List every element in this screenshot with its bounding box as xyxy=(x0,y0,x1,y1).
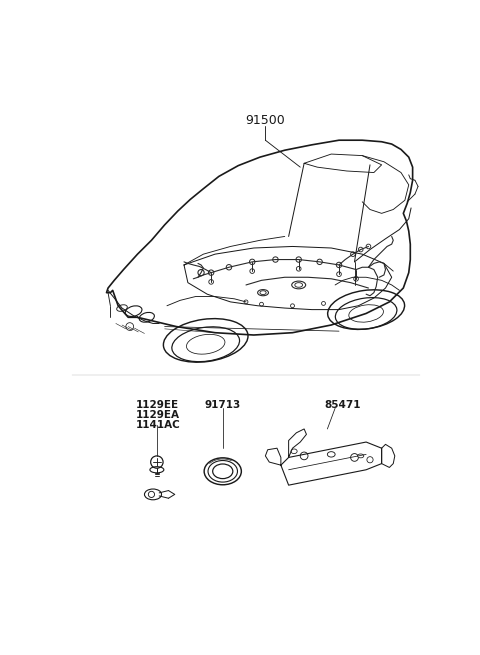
Text: 1141AC: 1141AC xyxy=(136,421,180,430)
Circle shape xyxy=(350,454,359,461)
Ellipse shape xyxy=(358,454,364,458)
Text: 85471: 85471 xyxy=(324,400,361,411)
Text: 1129EE: 1129EE xyxy=(136,400,179,411)
Ellipse shape xyxy=(291,449,297,454)
Text: 91500: 91500 xyxy=(245,115,285,128)
Circle shape xyxy=(367,457,373,463)
Ellipse shape xyxy=(327,452,335,457)
Text: 91713: 91713 xyxy=(204,400,241,411)
Text: 1129EA: 1129EA xyxy=(136,411,180,421)
Circle shape xyxy=(300,452,308,460)
